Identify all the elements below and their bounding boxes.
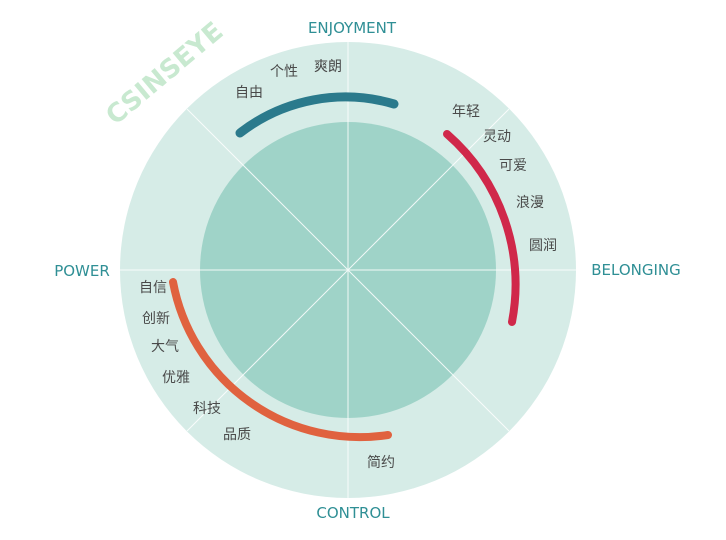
word-shuanglang: 爽朗: [314, 59, 342, 75]
word-lingdong: 灵动: [483, 129, 511, 145]
word-keji: 科技: [193, 401, 221, 417]
axis-label-belonging: BELONGING: [591, 261, 681, 279]
divider-lines: [120, 42, 576, 498]
word-youya: 优雅: [162, 370, 190, 386]
word-keai: 可爱: [499, 158, 527, 174]
word-zixin: 自信: [139, 280, 167, 296]
word-daqi: 大气: [151, 339, 179, 355]
word-pinzhi: 品质: [223, 427, 251, 443]
belonging-arc: [443, 130, 520, 326]
word-jianyue: 简约: [367, 454, 395, 471]
word-nianqing: 年轻: [452, 104, 480, 120]
word-chuangxin: 创新: [142, 311, 170, 327]
enjoyment-arc: [235, 92, 399, 138]
axis-label-control: CONTROL: [316, 504, 390, 522]
word-gexing: 个性: [270, 64, 298, 80]
axis-label-enjoyment: ENJOYMENT: [308, 19, 397, 37]
divider-diagonal-b: [186, 108, 510, 432]
axis-label-power: POWER: [54, 262, 110, 280]
power-control-arc: [169, 278, 392, 442]
word-ziyou: 自由: [235, 85, 263, 101]
word-langman: 浪漫: [516, 195, 544, 211]
word-yuanrun: 圆润: [529, 238, 557, 254]
